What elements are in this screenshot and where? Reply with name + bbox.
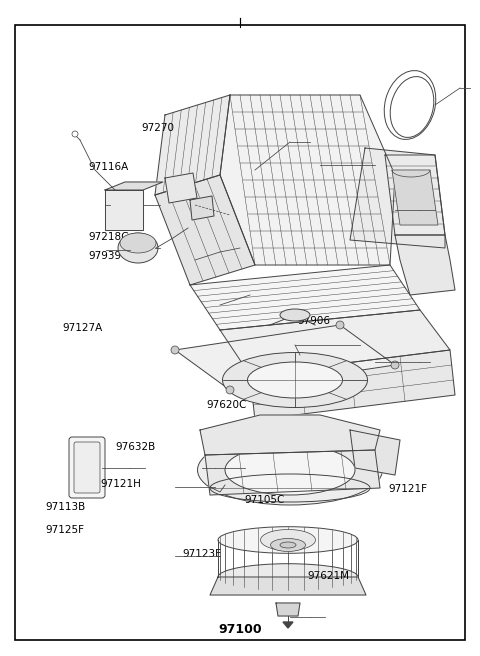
Ellipse shape — [384, 71, 436, 140]
Polygon shape — [105, 190, 143, 230]
Polygon shape — [276, 603, 300, 616]
Text: 97116A: 97116A — [89, 162, 129, 173]
Polygon shape — [190, 196, 214, 220]
Ellipse shape — [248, 362, 343, 398]
Circle shape — [226, 386, 234, 394]
Ellipse shape — [390, 77, 434, 138]
Text: 97632B: 97632B — [115, 442, 156, 453]
Text: 97113B: 97113B — [46, 502, 86, 512]
Text: 97939: 97939 — [89, 251, 122, 261]
Polygon shape — [165, 173, 197, 203]
Ellipse shape — [280, 542, 296, 548]
Ellipse shape — [223, 352, 368, 407]
Ellipse shape — [118, 233, 158, 263]
Polygon shape — [210, 577, 366, 595]
Polygon shape — [283, 622, 293, 628]
Text: 97125F: 97125F — [46, 525, 84, 535]
Polygon shape — [395, 235, 455, 295]
Circle shape — [391, 361, 399, 369]
Text: 97123E: 97123E — [182, 549, 222, 560]
Ellipse shape — [271, 539, 305, 552]
Polygon shape — [205, 450, 380, 495]
Polygon shape — [220, 95, 395, 265]
Text: 97621M: 97621M — [307, 571, 349, 581]
Circle shape — [171, 346, 179, 354]
Text: 97121F: 97121F — [389, 483, 428, 494]
Polygon shape — [190, 265, 420, 330]
Text: 97127A: 97127A — [62, 323, 103, 333]
Ellipse shape — [261, 529, 315, 550]
FancyBboxPatch shape — [74, 442, 100, 493]
Text: 97121H: 97121H — [101, 479, 142, 489]
Polygon shape — [350, 148, 445, 248]
Circle shape — [72, 131, 78, 137]
Polygon shape — [155, 175, 255, 285]
FancyBboxPatch shape — [69, 437, 105, 498]
Ellipse shape — [197, 435, 383, 505]
Text: 97105C: 97105C — [245, 495, 285, 505]
Ellipse shape — [280, 309, 310, 321]
Polygon shape — [385, 155, 445, 235]
Polygon shape — [350, 430, 400, 475]
Text: 97100: 97100 — [218, 623, 262, 636]
Ellipse shape — [225, 445, 355, 495]
Polygon shape — [250, 350, 455, 420]
Text: 97620C: 97620C — [206, 400, 247, 411]
Circle shape — [336, 321, 344, 329]
Ellipse shape — [218, 564, 358, 590]
Text: 97218G: 97218G — [89, 232, 130, 243]
Polygon shape — [200, 415, 380, 455]
Polygon shape — [155, 95, 230, 195]
Ellipse shape — [218, 527, 358, 553]
Polygon shape — [175, 325, 395, 390]
Text: 97906: 97906 — [298, 316, 331, 327]
Polygon shape — [105, 182, 163, 190]
Text: 97270: 97270 — [142, 123, 175, 133]
Ellipse shape — [120, 233, 156, 253]
Polygon shape — [392, 170, 438, 225]
Polygon shape — [220, 310, 450, 375]
